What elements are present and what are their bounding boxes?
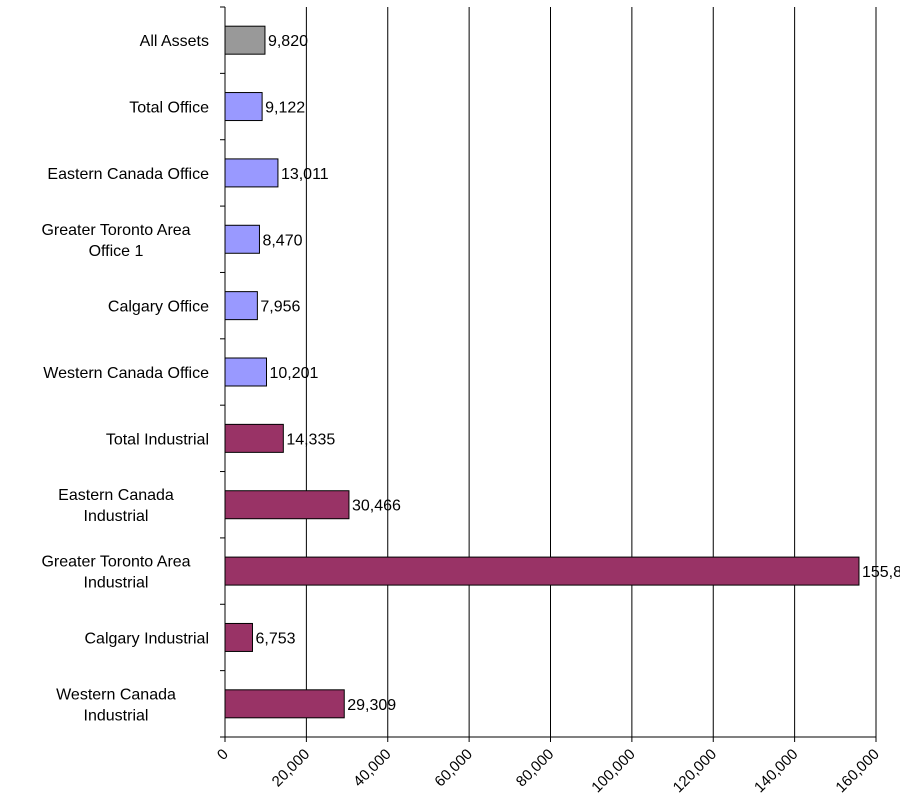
x-tick-label: 60,000 [431,746,475,790]
x-tick-label: 140,000 [751,746,801,796]
axes [220,6,877,742]
category-label: All Assets [140,33,209,50]
category-label-line: All Assets [140,33,209,50]
category-label-line: Total Office [129,100,209,117]
x-tick-label: 20,000 [269,746,313,790]
category-label: Eastern Canada Office [47,166,209,183]
bar [224,224,260,254]
data-label: 29,309 [347,697,396,714]
category-label-line: Total Industrial [106,431,209,448]
category-label-line: Eastern Canada [58,487,174,504]
bar [224,556,860,586]
data-label: 30,466 [352,498,401,515]
category-label-line: Calgary Industrial [85,630,210,647]
category-label: Total Industrial [106,431,209,448]
category-label-line: Greater Toronto Area [41,554,190,571]
x-tick-label: 40,000 [350,746,394,790]
data-label: 9,820 [268,33,308,50]
bars [224,25,860,719]
category-label: Total Office [129,100,209,117]
data-label: 10,201 [270,365,319,382]
data-label: 7,956 [260,299,300,316]
category-label-line: Office 1 [89,243,144,260]
category-label-line: Greater Toronto Area [41,222,190,239]
category-label: Western Canada Industrial [56,686,176,724]
bar [224,25,266,55]
category-label-line: Industrial [84,508,149,525]
category-label: Calgary Office [108,299,209,316]
bar [224,622,253,652]
x-tick-label: 0 [214,746,232,764]
category-label-line: Eastern Canada Office [47,166,209,183]
x-tick-label: 160,000 [832,746,882,796]
category-label-line: Western Canada Office [43,365,209,382]
bar [224,490,350,520]
bar [224,357,268,387]
category-label-line: Western Canada [56,686,176,703]
data-label: 8,470 [262,232,302,249]
bar [224,158,279,188]
bar [224,92,263,122]
category-label-line: Industrial [84,707,149,724]
x-tick-label: 80,000 [513,746,557,790]
x-tick-label: 100,000 [588,746,638,796]
category-label: Calgary Industrial [85,630,210,647]
data-label: 155,815 [862,564,900,581]
data-label: 6,753 [255,630,295,647]
x-tick-label: 120,000 [670,746,720,796]
data-label: 9,122 [265,100,305,117]
category-label: Greater Toronto Area Industrial [41,554,190,592]
bar [224,291,258,321]
category-label: Western Canada Office [43,365,209,382]
data-label: 14,335 [286,431,335,448]
bar [224,689,345,719]
gridlines [305,7,877,737]
category-label-line: Calgary Office [108,299,209,316]
category-label: Eastern Canada Industrial [58,487,174,525]
bar [224,423,284,453]
category-label: Greater Toronto Area Office 1 [41,222,190,260]
data-label: 13,011 [281,166,329,183]
category-label-line: Industrial [84,575,149,592]
labels: 0 20,000 40,000 60,000 80,000 100,000 120,000 1… [41,33,900,796]
